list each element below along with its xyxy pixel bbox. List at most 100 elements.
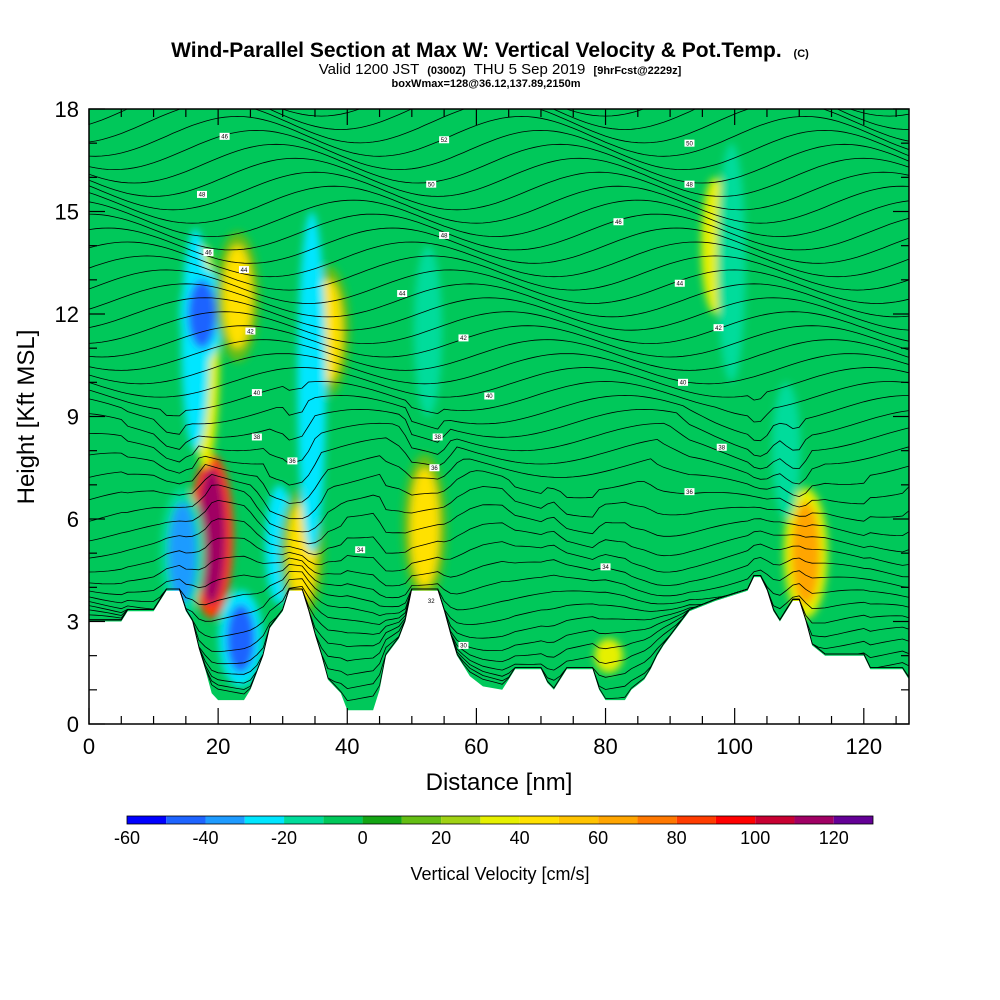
subtitle-date: THU 5 Sep 2019	[474, 61, 586, 78]
chart-title: Wind-Parallel Section at Max W: Vertical…	[171, 39, 809, 62]
velocity-cell	[772, 382, 801, 519]
colorbar-swatch	[244, 816, 285, 824]
contour-label-text: 38	[254, 435, 261, 441]
contour-label: 36	[429, 464, 440, 472]
pot-temp-contour-line	[89, 171, 909, 211]
pot-temp-contour-line	[89, 311, 909, 345]
contour-label-text: 30	[460, 644, 467, 650]
colorbar-tick-label: 0	[358, 828, 368, 848]
contour-label: 34	[355, 546, 366, 554]
contour-label: 48	[196, 190, 207, 199]
contour-label-text: 50	[686, 141, 693, 147]
contour-label-text: 34	[357, 548, 364, 554]
contour-label-text: 36	[289, 459, 296, 465]
velocity-cell	[791, 501, 820, 605]
colorbar-frame	[126, 815, 874, 825]
subtitle-forecast: [9hrFcst@2229z]	[594, 65, 682, 77]
pot-temp-contour-labels: 46 52 50 48 50 48 46 48 46 44 44 44 42 42 42 40 40 40 38 38…	[196, 132, 727, 650]
pot-temp-contour-line	[89, 339, 909, 371]
pot-temp-contour-line	[89, 470, 909, 520]
y-tick-label: 9	[67, 405, 79, 430]
contour-label-text: 38	[434, 435, 441, 441]
colorbar: -60 -40 -20 0 20 40 60 80 100 120 Vertical Veloci…	[114, 815, 874, 884]
contour-label: 44	[674, 279, 685, 287]
colorbar-swatch	[755, 816, 795, 824]
chart-subtitle: Valid 1200 JST (0300Z) THU 5 Sep 2019 [9…	[319, 61, 682, 78]
x-tick-label: 40	[335, 734, 359, 759]
velocity-cell	[297, 211, 326, 554]
colorbar-swatch	[441, 816, 481, 824]
pot-temp-contour-line	[89, 269, 909, 304]
colorbar-swatch	[598, 816, 638, 824]
y-tick-label: 12	[55, 302, 79, 327]
chart-subtitle-2: boxWmax=128@36.12,137.89,2150m	[392, 78, 581, 90]
x-tick-label: 120	[845, 734, 882, 759]
pot-temp-contour-line	[89, 241, 909, 278]
contour-label-text: 44	[399, 292, 406, 298]
pot-temp-contour-line	[89, 394, 909, 442]
contour-label: 50	[426, 180, 437, 188]
velocity-cell	[226, 604, 255, 673]
pot-temp-contour-line	[89, 185, 909, 224]
contour-label-text: 44	[241, 268, 248, 274]
y-tick-label: 0	[67, 712, 79, 737]
pot-temp-contour-line	[89, 157, 909, 197]
colorbar-tick-label: 100	[740, 828, 770, 848]
contour-label-text: 52	[441, 138, 448, 144]
velocity-cell	[197, 467, 226, 605]
chart-title-suffix: (C)	[794, 48, 810, 60]
contour-label: 40	[484, 392, 495, 400]
contour-label: 46	[219, 132, 230, 141]
colorbar-tick-label: -60	[114, 828, 140, 848]
contour-label: 48	[439, 231, 450, 240]
colorbar-tick-label: 40	[510, 828, 530, 848]
terrain-profile	[89, 577, 909, 724]
pot-temp-contour-line	[89, 353, 909, 385]
contour-label: 46	[613, 218, 624, 226]
y-tick-label: 6	[67, 507, 79, 532]
contour-label-text: 46	[221, 135, 228, 141]
velocity-cell	[168, 501, 197, 605]
contour-label: 48	[684, 180, 695, 188]
x-tick-label: 0	[83, 734, 95, 759]
pot-temp-contour-line	[89, 199, 909, 238]
contour-label: 34	[600, 563, 611, 571]
pot-temp-contour-line	[89, 408, 909, 457]
colorbar-tick-label: 20	[431, 828, 451, 848]
pot-temp-contour-line	[89, 575, 909, 639]
subtitle-zulu: (0300Z)	[427, 65, 466, 77]
colorbar-swatch	[833, 816, 873, 824]
pot-temp-contour-line	[89, 255, 909, 291]
contour-label-text: 50	[428, 182, 435, 188]
contour-label-text: 42	[460, 336, 467, 342]
colorbar-tick-label: 80	[667, 828, 687, 848]
colorbar-swatch	[401, 816, 442, 824]
colorbar-tick-label: 120	[819, 828, 849, 848]
chart-title-main: Wind-Parallel Section at Max W: Vertical…	[171, 39, 782, 62]
colorbar-labels: -60 -40 -20 0 20 40 60 80 100 120	[114, 828, 849, 848]
contour-label: 42	[458, 334, 469, 342]
velocity-field	[160, 143, 828, 687]
pot-temp-contour-line	[89, 575, 909, 626]
y-tick-label: 18	[55, 97, 79, 122]
axis-ticks	[88, 108, 909, 725]
pot-temp-contour-line	[89, 143, 909, 184]
pot-temp-contour-line	[89, 381, 909, 423]
contour-label-text: 36	[431, 466, 438, 472]
colorbar-swatch	[362, 816, 402, 824]
colorbar-tick-label: 60	[588, 828, 608, 848]
pot-temp-contour-line	[89, 213, 909, 251]
contour-label-text: 38	[718, 445, 725, 451]
contour-label: 36	[684, 488, 695, 496]
pot-temp-contour-line	[89, 367, 909, 401]
contour-label-text: 46	[615, 220, 622, 226]
x-tick-label: 80	[593, 734, 617, 759]
contour-label-text: 40	[680, 381, 687, 387]
contour-label-text: 40	[254, 391, 261, 397]
pot-temp-contour-line	[89, 422, 909, 470]
y-tick-label: 15	[55, 200, 79, 225]
plot-area: 46 52 50 48 50 48 46 48 46 44 44 44 42 42 42 40 40 40 38 38…	[89, 109, 909, 724]
contour-label: 42	[245, 327, 256, 335]
x-tick-label: 20	[206, 734, 230, 759]
colorbar-tick-label: -40	[193, 828, 219, 848]
